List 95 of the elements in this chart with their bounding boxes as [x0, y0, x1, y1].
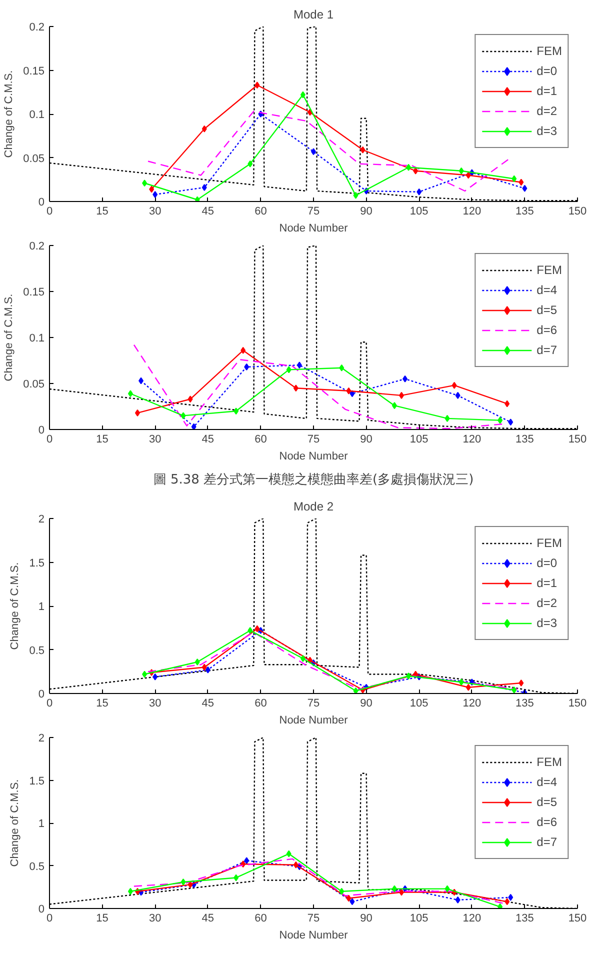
x-tick-label: 105 — [410, 912, 428, 924]
x-axis-title: Node Number — [279, 450, 348, 462]
x-tick-label: 45 — [202, 912, 214, 924]
x-tick-label: 15 — [96, 912, 108, 924]
x-tick-label: 0 — [46, 912, 53, 924]
x-tick-label: 30 — [148, 206, 162, 218]
legend-label: d=0 — [536, 64, 558, 78]
x-tick-label: 15 — [96, 698, 108, 710]
y-tick-label: 0.05 — [23, 378, 45, 390]
x-axis-title: Node Number — [279, 222, 348, 234]
y-tick-label: 0.2 — [29, 240, 45, 252]
legend-label: d=6 — [536, 815, 558, 829]
x-tick-label: 0 — [46, 434, 53, 446]
x-tick-label: 45 — [202, 434, 214, 446]
y-tick-label: 0.1 — [29, 109, 45, 121]
x-tick-label: 15 — [96, 434, 108, 446]
legend-label: d=6 — [536, 323, 558, 337]
y-tick-label: 0.15 — [23, 286, 45, 298]
legend-label: d=2 — [536, 596, 558, 610]
chart-title: Mode 2 — [293, 500, 334, 514]
x-tick-label: 60 — [254, 698, 267, 710]
y-tick-label: 1.5 — [29, 557, 45, 570]
y-tick-label: 0.15 — [23, 65, 45, 78]
y-tick-label: 0.2 — [29, 22, 45, 34]
legend-label: d=0 — [536, 556, 558, 570]
x-tick-label: 0 — [46, 206, 53, 218]
x-tick-label: 90 — [360, 206, 372, 218]
legend-label: d=1 — [536, 84, 558, 98]
x-tick-label: 105 — [410, 434, 428, 446]
x-tick-label: 45 — [202, 698, 214, 710]
x-tick-label: 135 — [516, 912, 534, 924]
x-tick-label: 135 — [516, 698, 534, 710]
x-tick-label: 135 — [516, 434, 534, 446]
x-tick-label: 120 — [462, 698, 482, 710]
legend-label: FEM — [536, 44, 562, 58]
y-tick-label: 0.1 — [29, 332, 45, 344]
legend-label: FEM — [536, 536, 562, 550]
x-tick-label: 30 — [148, 698, 162, 710]
x-tick-label: 90 — [360, 434, 372, 446]
x-tick-label: 0 — [46, 698, 53, 710]
x-tick-label: 75 — [307, 912, 320, 924]
x-tick-label: 150 — [568, 698, 587, 710]
y-tick-label: 2 — [38, 514, 45, 526]
legend-label: d=4 — [536, 283, 558, 297]
x-tick-label: 150 — [568, 434, 587, 446]
x-axis-title: Node Number — [279, 930, 348, 942]
y-tick-label: 0.5 — [29, 644, 45, 657]
x-tick-label: 120 — [462, 912, 482, 924]
legend-label: d=3 — [536, 124, 558, 138]
y-axis-title: Change of C.M.S. — [3, 70, 16, 158]
x-tick-label: 90 — [360, 698, 372, 710]
x-tick-label: 60 — [254, 206, 267, 218]
legend-label: FEM — [536, 263, 562, 277]
y-tick-label: 1 — [38, 601, 45, 613]
y-tick-label: 0 — [38, 424, 45, 436]
x-tick-label: 75 — [307, 434, 320, 446]
y-axis-title: Change of C.M.S. — [3, 294, 16, 382]
legend-label: d=7 — [536, 835, 558, 849]
caption: 圖 5.38 差分式第一模態之模態曲率差(多處損傷狀況三) — [153, 472, 474, 488]
legend-label: d=1 — [536, 576, 558, 590]
y-tick-label: 0 — [38, 904, 45, 916]
x-tick-label: 75 — [307, 698, 320, 710]
x-tick-label: 30 — [148, 434, 162, 446]
chart-title: Mode 1 — [293, 8, 334, 22]
y-axis-title: Change of C.M.S. — [9, 779, 22, 867]
x-tick-label: 150 — [568, 206, 587, 218]
x-tick-label: 120 — [462, 434, 482, 446]
y-tick-label: 1 — [38, 818, 45, 830]
x-tick-label: 135 — [516, 206, 534, 218]
x-tick-label: 90 — [360, 912, 372, 924]
x-tick-label: 30 — [148, 912, 162, 924]
y-tick-label: 0.05 — [23, 152, 45, 165]
x-tick-label: 105 — [410, 206, 428, 218]
legend-label: FEM — [536, 755, 562, 769]
legend-label: d=3 — [536, 616, 558, 630]
x-tick-label: 60 — [254, 434, 267, 446]
x-axis-title: Node Number — [279, 714, 348, 726]
y-tick-label: 0 — [38, 688, 45, 700]
x-tick-label: 75 — [307, 206, 320, 218]
x-tick-label: 45 — [202, 206, 214, 218]
y-tick-label: 2 — [38, 732, 45, 744]
y-tick-label: 0.5 — [29, 860, 45, 873]
legend-label: d=7 — [536, 343, 558, 357]
legend-label: d=5 — [536, 795, 558, 809]
x-tick-label: 15 — [96, 206, 108, 218]
y-tick-label: 0 — [38, 196, 45, 208]
x-tick-label: 105 — [410, 698, 428, 710]
legend-label: d=5 — [536, 303, 558, 317]
legend-label: d=4 — [536, 775, 558, 789]
y-tick-label: 1.5 — [29, 775, 45, 788]
x-tick-label: 60 — [254, 912, 267, 924]
y-axis-title: Change of C.M.S. — [9, 562, 22, 650]
legend-label: d=2 — [536, 104, 558, 118]
x-tick-label: 120 — [462, 206, 482, 218]
x-tick-label: 150 — [568, 912, 587, 924]
